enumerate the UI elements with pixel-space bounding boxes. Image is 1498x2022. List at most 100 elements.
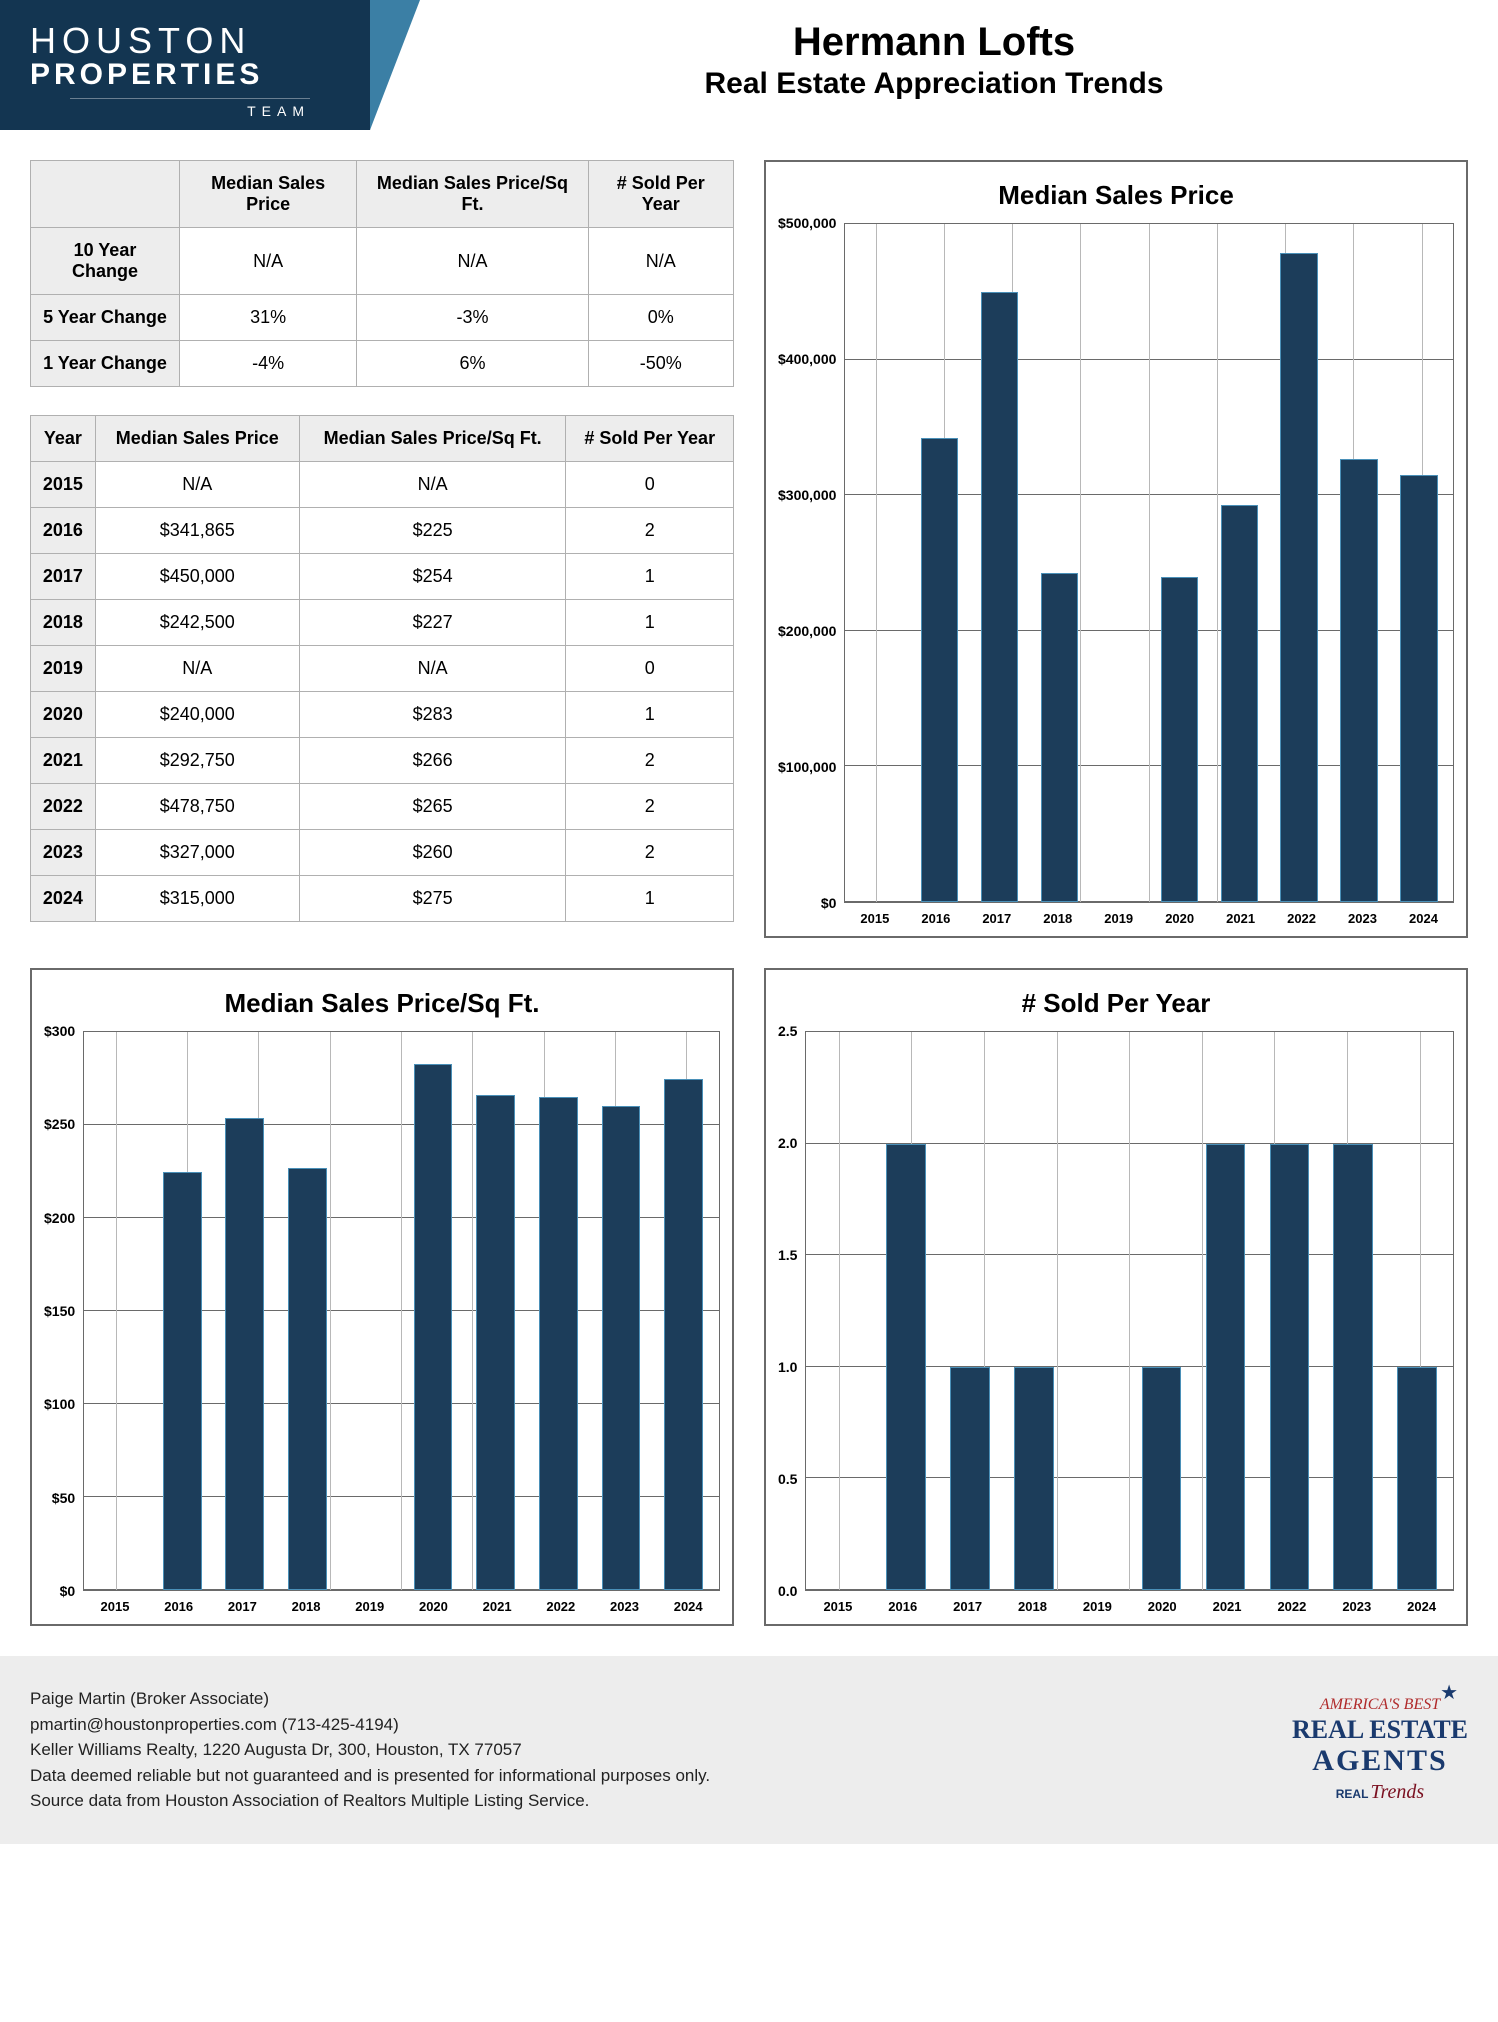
bar	[1041, 573, 1078, 902]
x-tick-label: 2015	[844, 911, 905, 926]
table-cell: 2	[566, 830, 734, 876]
badge-mid1: REAL ESTATE	[1292, 1716, 1468, 1745]
logo-team: TEAM	[70, 98, 310, 119]
row-label: 2016	[31, 508, 96, 554]
bar	[981, 292, 1018, 902]
title-block: Hermann Lofts Real Estate Appreciation T…	[370, 0, 1498, 101]
bar	[1161, 577, 1198, 902]
y-axis: 2.52.01.51.00.50.0	[778, 1031, 805, 1591]
bar	[950, 1367, 990, 1590]
footer-line: pmartin@houstonproperties.com (713-425-4…	[30, 1712, 710, 1738]
table-cell: 1	[566, 876, 734, 922]
table-row: 2015N/AN/A0	[31, 462, 734, 508]
row-label: 2015	[31, 462, 96, 508]
tables-panel: Median Sales PriceMedian Sales Price/Sq …	[30, 160, 734, 938]
agents-badge: AMERICA'S BEST REAL ESTATE AGENTS REALTr…	[1292, 1696, 1468, 1803]
logo: HOUSTON PROPERTIES TEAM	[0, 0, 370, 130]
row-label: 5 Year Change	[31, 295, 180, 341]
table-row: 2022$478,750$2652	[31, 784, 734, 830]
table-row: 2021$292,750$2662	[31, 738, 734, 784]
bar-slot	[1066, 1032, 1130, 1590]
bar	[664, 1079, 703, 1591]
table-cell: 1	[566, 600, 734, 646]
bar-slot	[88, 1032, 151, 1590]
x-tick-label: 2018	[1000, 1599, 1065, 1614]
chart-median-price: Median Sales Price $500,000$400,000$300,…	[764, 160, 1468, 938]
x-tick-label: 2016	[147, 1599, 211, 1614]
x-tick-label: 2019	[1065, 1599, 1130, 1614]
row-label: 2019	[31, 646, 96, 692]
table-cell: 0%	[588, 295, 733, 341]
x-tick-label: 2017	[966, 911, 1027, 926]
bar-slot	[969, 224, 1029, 902]
x-tick-label: 2017	[211, 1599, 275, 1614]
bar	[1400, 475, 1437, 902]
x-tick-label: 2021	[1195, 1599, 1260, 1614]
bar	[1280, 253, 1317, 902]
table-cell: N/A	[357, 228, 588, 295]
x-tick-label: 2018	[1027, 911, 1088, 926]
footer: Paige Martin (Broker Associate) pmartin@…	[0, 1656, 1498, 1844]
bar	[163, 1172, 202, 1591]
x-tick-label: 2020	[402, 1599, 466, 1614]
bar	[1333, 1144, 1373, 1590]
table-cell: $242,500	[95, 600, 299, 646]
table-cell: 1	[566, 692, 734, 738]
table-cell: $240,000	[95, 692, 299, 738]
x-tick-label: 2021	[465, 1599, 529, 1614]
table-cell: $227	[299, 600, 566, 646]
badge-top: AMERICA'S BEST	[1292, 1696, 1468, 1714]
table-row: 10 Year ChangeN/AN/AN/A	[31, 228, 734, 295]
bar-slot	[909, 224, 969, 902]
bar-slot	[402, 1032, 465, 1590]
bar-slot	[1029, 224, 1089, 902]
logo-line1: HOUSTON	[30, 20, 310, 62]
bar	[1397, 1367, 1437, 1590]
table-cell: $450,000	[95, 554, 299, 600]
row-label: 1 Year Change	[31, 341, 180, 387]
table-cell: $266	[299, 738, 566, 784]
table-header: Year	[31, 416, 96, 462]
bar-slot	[1209, 224, 1269, 902]
table-row: 2016$341,865$2252	[31, 508, 734, 554]
bar-slot	[1002, 1032, 1066, 1590]
table-row: 2019N/AN/A0	[31, 646, 734, 692]
row-label: 2021	[31, 738, 96, 784]
bar-slot	[1089, 224, 1149, 902]
bar	[1221, 505, 1258, 902]
bar	[414, 1064, 453, 1590]
table-cell: 2	[566, 738, 734, 784]
table-cell: $265	[299, 784, 566, 830]
table-cell: 1	[566, 554, 734, 600]
bar	[1340, 459, 1377, 902]
table-cell: -50%	[588, 341, 733, 387]
table-header: Median Sales Price	[95, 416, 299, 462]
x-axis: 2015201620172018201920202021202220232024	[83, 1591, 720, 1614]
table-cell: 6%	[357, 341, 588, 387]
table-row: 1 Year Change-4%6%-50%	[31, 341, 734, 387]
x-tick-label: 2018	[274, 1599, 338, 1614]
badge-mid2: AGENTS	[1292, 1744, 1468, 1777]
x-axis: 2015201620172018201920202021202220232024	[805, 1591, 1454, 1614]
table-cell: $478,750	[95, 784, 299, 830]
plot-area	[805, 1031, 1454, 1591]
table-cell: N/A	[95, 462, 299, 508]
table-cell: -4%	[179, 341, 356, 387]
table-cell: $341,865	[95, 508, 299, 554]
footer-text: Paige Martin (Broker Associate) pmartin@…	[30, 1686, 710, 1814]
table-cell: 2	[566, 784, 734, 830]
content-grid: Median Sales PriceMedian Sales Price/Sq …	[0, 130, 1498, 1656]
y-axis: $300$250$200$150$100$50$0	[44, 1031, 83, 1591]
bar-slot	[1321, 1032, 1385, 1590]
x-tick-label: 2016	[905, 911, 966, 926]
bar-slot	[849, 224, 909, 902]
plot-area	[83, 1031, 720, 1591]
bar	[1014, 1367, 1054, 1590]
bar-slot	[214, 1032, 277, 1590]
table-cell: $254	[299, 554, 566, 600]
bar	[921, 438, 958, 902]
bar-slot	[1194, 1032, 1258, 1590]
bar-slot	[810, 1032, 874, 1590]
bar-slot	[938, 1032, 1002, 1590]
table-cell: $283	[299, 692, 566, 738]
